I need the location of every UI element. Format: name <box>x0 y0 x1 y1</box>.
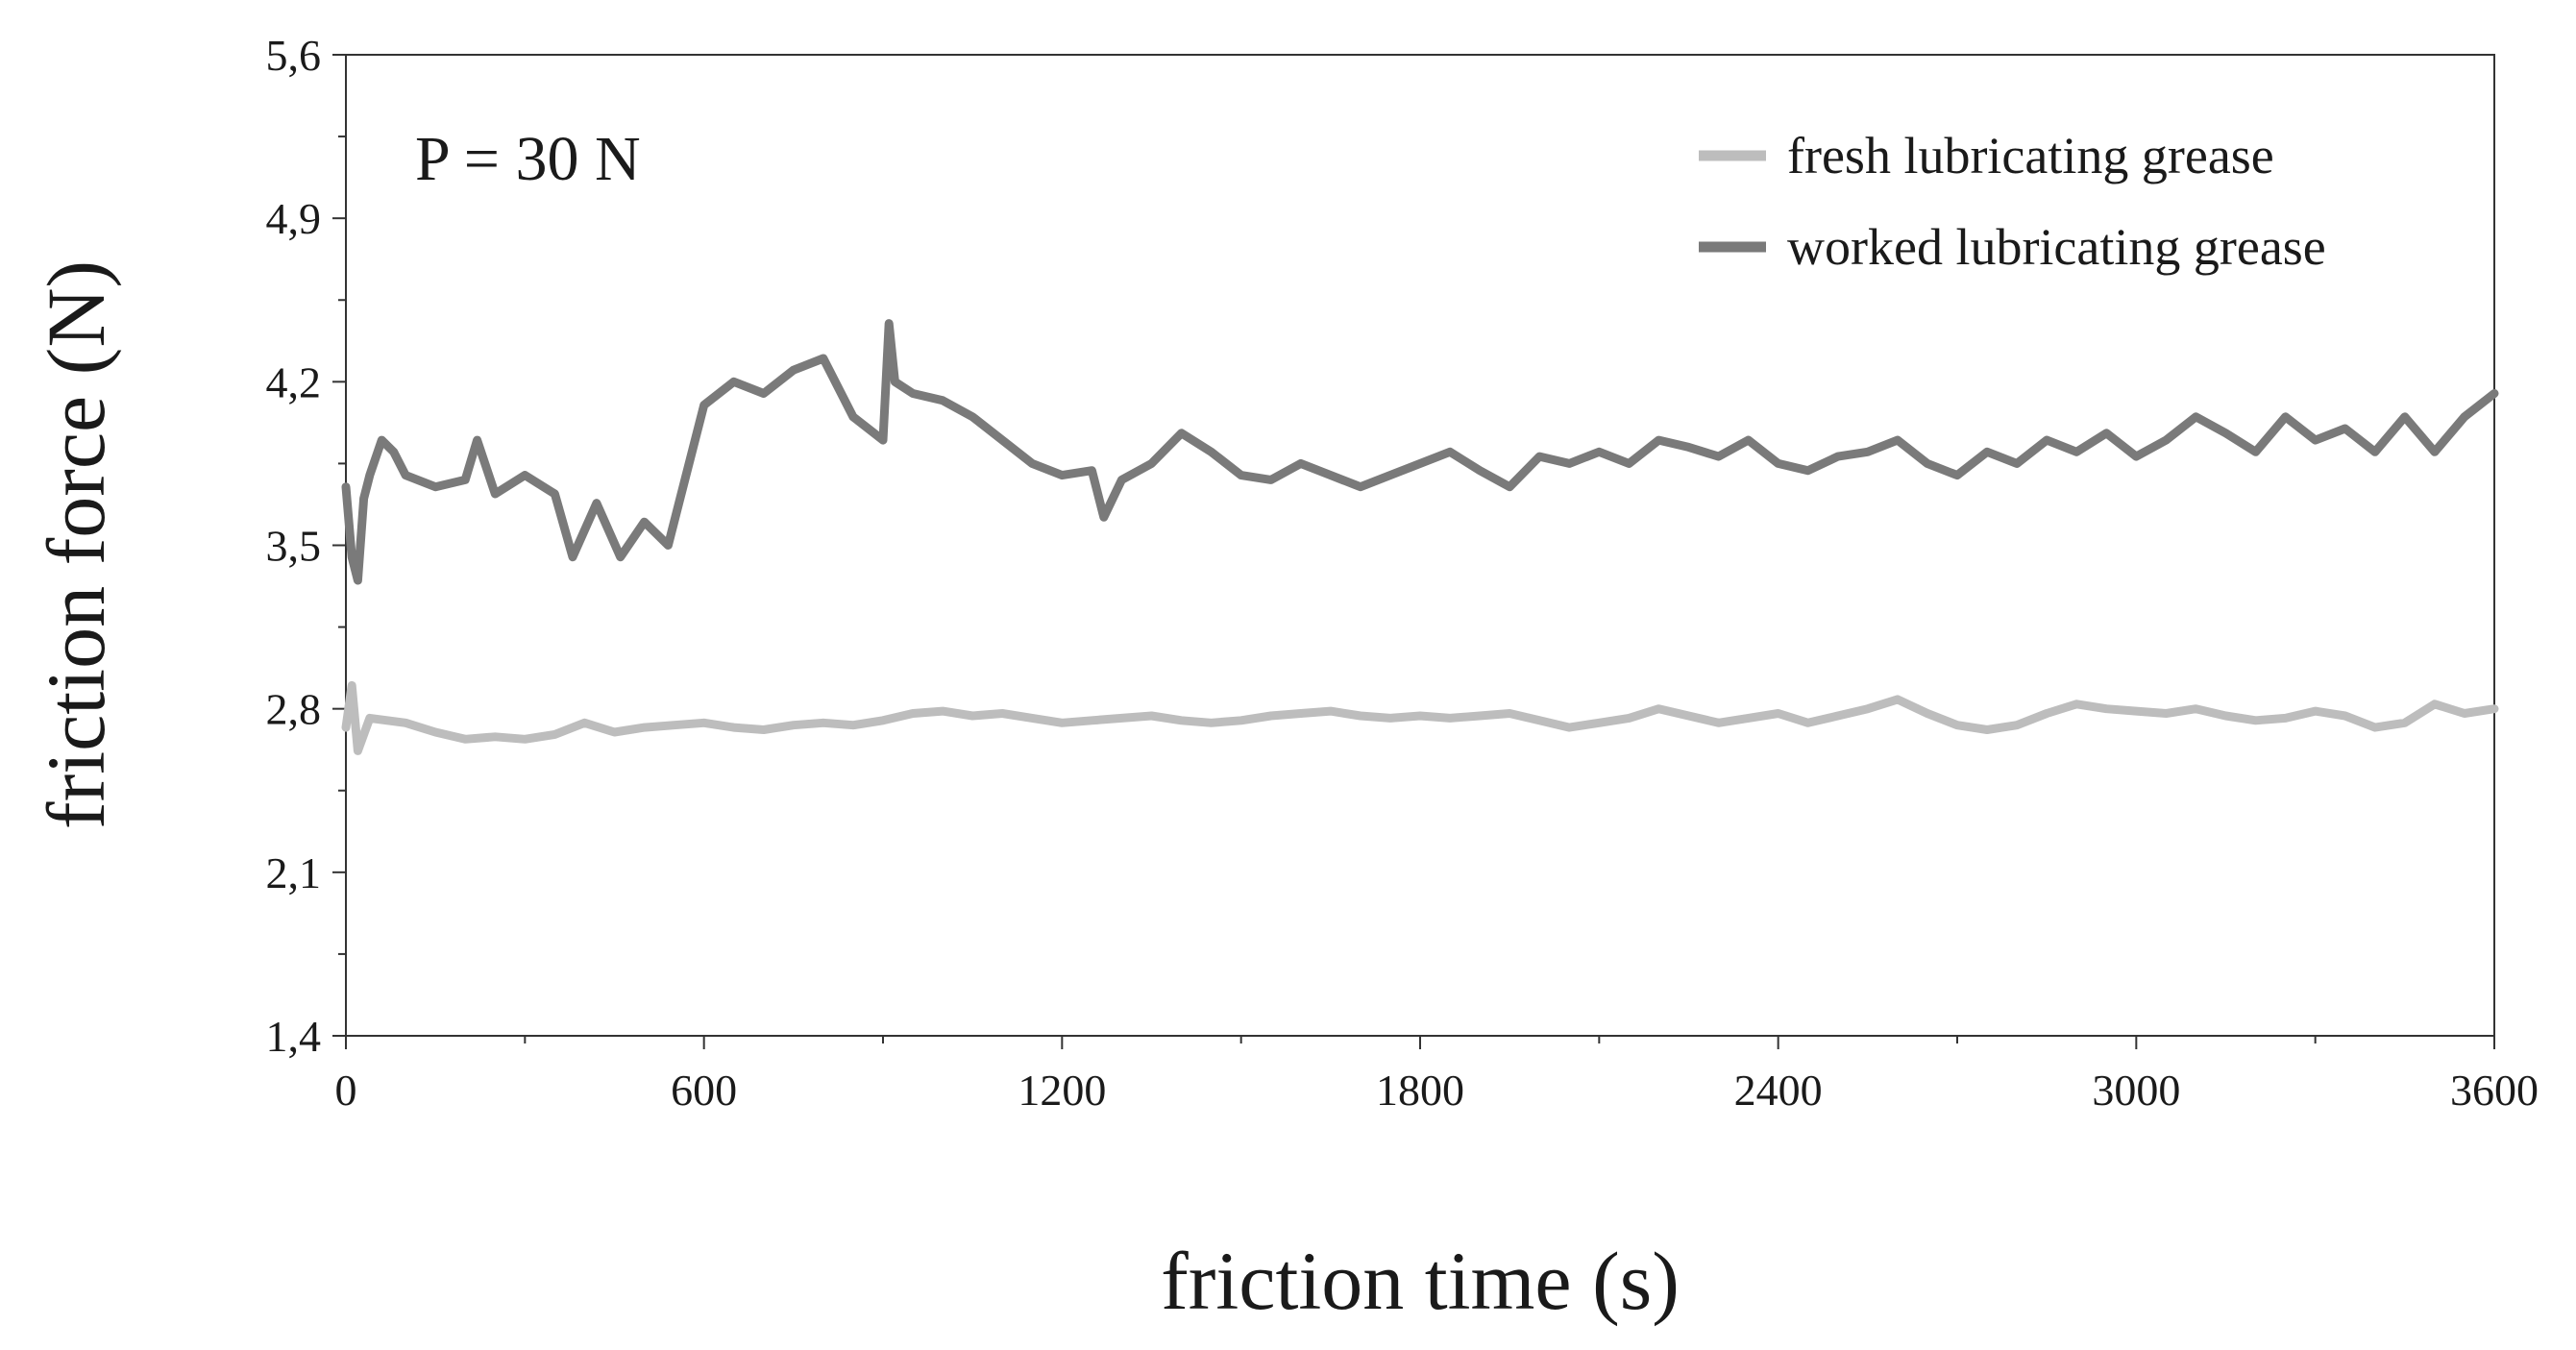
y-axis-title: friction force (N) <box>30 260 122 829</box>
pressure-annotation: P = 30 N <box>415 124 641 194</box>
y-tick-label: 4,2 <box>266 357 322 406</box>
x-tick-label: 0 <box>335 1066 357 1115</box>
legend: fresh lubricating grease worked lubricat… <box>1699 127 2326 276</box>
x-tick-label: 1200 <box>1018 1066 1106 1115</box>
x-tick-label: 3000 <box>2092 1066 2180 1115</box>
x-tick-label: 600 <box>671 1066 737 1115</box>
x-tick-label: 3600 <box>2450 1066 2539 1115</box>
y-tick-label: 5,6 <box>266 31 322 80</box>
legend-label-fresh: fresh lubricating grease <box>1787 127 2274 184</box>
y-tick-label: 2,8 <box>266 685 322 734</box>
series-layer <box>341 319 2499 755</box>
y-tick-label: 4,9 <box>266 194 322 243</box>
y-tick-label: 2,1 <box>266 848 322 897</box>
series-worked-line <box>341 319 2499 585</box>
x-axis-ticks: 0 600 1200 1800 2400 3000 3600 <box>335 1036 2539 1115</box>
series-fresh-line <box>341 680 2499 755</box>
x-axis-title: friction time (s) <box>1161 1235 1680 1327</box>
x-tick-label: 1800 <box>1376 1066 1464 1115</box>
x-tick-label: 2400 <box>1734 1066 1823 1115</box>
y-tick-label: 3,5 <box>266 522 322 571</box>
y-axis-ticks: 1,4 2,1 2,8 3,5 4,2 4,9 5,6 <box>266 31 346 1061</box>
y-tick-label: 1,4 <box>266 1012 322 1061</box>
legend-label-worked: worked lubricating grease <box>1787 218 2326 276</box>
